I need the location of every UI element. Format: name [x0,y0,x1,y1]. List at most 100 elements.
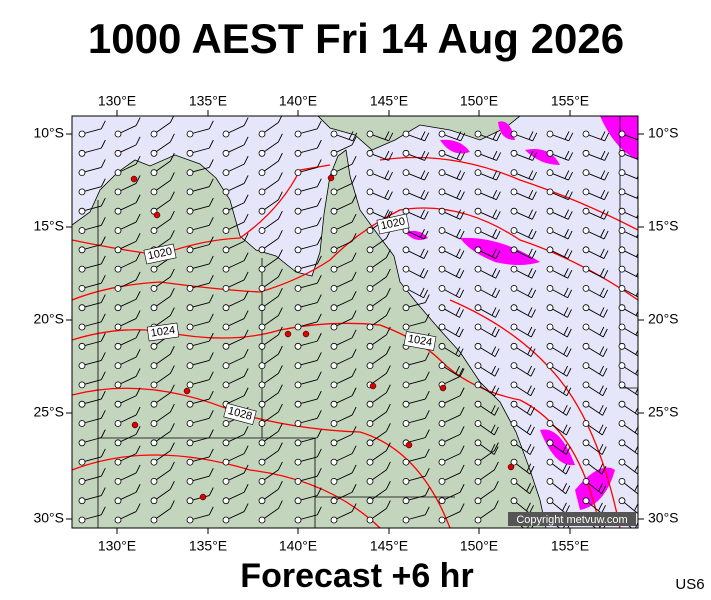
barb-flag [135,310,141,319]
title: 1000 AEST Fri 14 Aug 2026 [88,15,624,62]
barb-flag [419,287,425,297]
barb-flag [277,365,283,374]
barb-station [294,362,302,370]
barb-flag [277,288,283,297]
barb-flag [637,453,638,455]
barb-station [438,477,446,485]
barb-station [618,246,626,254]
barb-flag [100,255,106,265]
barb-station [294,477,302,485]
barb-flag [635,291,638,297]
barb-station [582,323,590,331]
barb-flag [388,152,394,161]
barb-station [78,169,86,177]
map: 1020 1024 1028 1020 1024 [72,116,643,528]
barb-flag [459,269,465,279]
barb-station [618,381,626,389]
barb-flag [603,309,608,318]
isobar-label-group: 1020 [143,243,177,265]
barb-station [78,342,86,350]
barb-station [222,304,230,312]
barb-station [474,284,482,292]
barb-flag [565,426,571,436]
barb-flag [243,348,249,358]
barb-station [438,207,446,215]
barb-flag [460,132,466,142]
barb-station [114,284,122,292]
barb-flag [564,131,570,140]
barb-flag [532,171,537,181]
barb-station [222,458,230,466]
barb-station [258,265,266,273]
barb-flag [384,131,390,140]
barb-station [474,207,482,215]
barb-flag [243,155,249,165]
barb-station [546,477,554,485]
barb-flag [602,367,608,377]
barb-station [150,169,158,177]
barb-station [222,265,230,273]
barb-flag [277,268,283,278]
barb-station [222,381,230,389]
barb-flag [169,152,175,162]
barb-station [258,477,266,485]
barb-station [78,381,86,389]
barb-flag [634,445,638,453]
barb-station [222,246,230,254]
barb-station [78,362,86,370]
barb-station [114,265,122,273]
barb-flag [639,407,643,415]
barb-flag [530,348,536,357]
barb-station [546,323,554,331]
barb-flag [385,345,391,355]
barb-station [150,497,158,505]
barb-station [546,227,554,234]
barb-flag [526,502,531,511]
barb-station [618,323,626,331]
barb-flag [351,464,357,474]
barb-flag [529,465,535,475]
barb-station [510,458,518,466]
barb-flag [135,406,141,416]
barb-station [438,342,446,350]
barb-station [294,265,302,273]
lon-label: 135°E [189,538,227,554]
barb-station [150,149,158,157]
barb-flag [563,307,569,316]
barb-station [294,227,302,234]
barb-flag [564,150,570,160]
barb-station [114,400,122,408]
barb-station [366,169,374,177]
barb-flag [493,442,499,451]
barb-flag [384,170,390,179]
barb-station [582,381,590,389]
barb-flag [208,371,214,380]
barb-flag [135,445,141,454]
barb-flag [528,189,534,199]
barb-station [330,342,338,350]
barb-flag [243,387,249,396]
barb-flag [459,250,465,259]
barb-flag [243,426,249,435]
barb-station [474,246,482,254]
barb-station [510,439,518,447]
barb-flag [599,287,605,297]
barb-flag [385,442,391,451]
barb-flag [316,120,322,130]
barb-station [366,323,374,331]
barb-flag [100,429,106,438]
barb-station [186,149,194,157]
barb-station [78,246,86,254]
barb-flag [243,368,249,377]
barb-station [618,130,626,138]
barb-flag [208,197,214,207]
barb-flag [351,155,357,165]
barb-station [150,458,158,466]
barb-station [186,284,194,292]
barb-station [186,420,194,427]
barb-flag [563,365,568,375]
barb-flag [100,294,106,303]
barb-flag [169,423,175,432]
barb-flag [635,252,638,258]
barb-flag [135,233,141,242]
